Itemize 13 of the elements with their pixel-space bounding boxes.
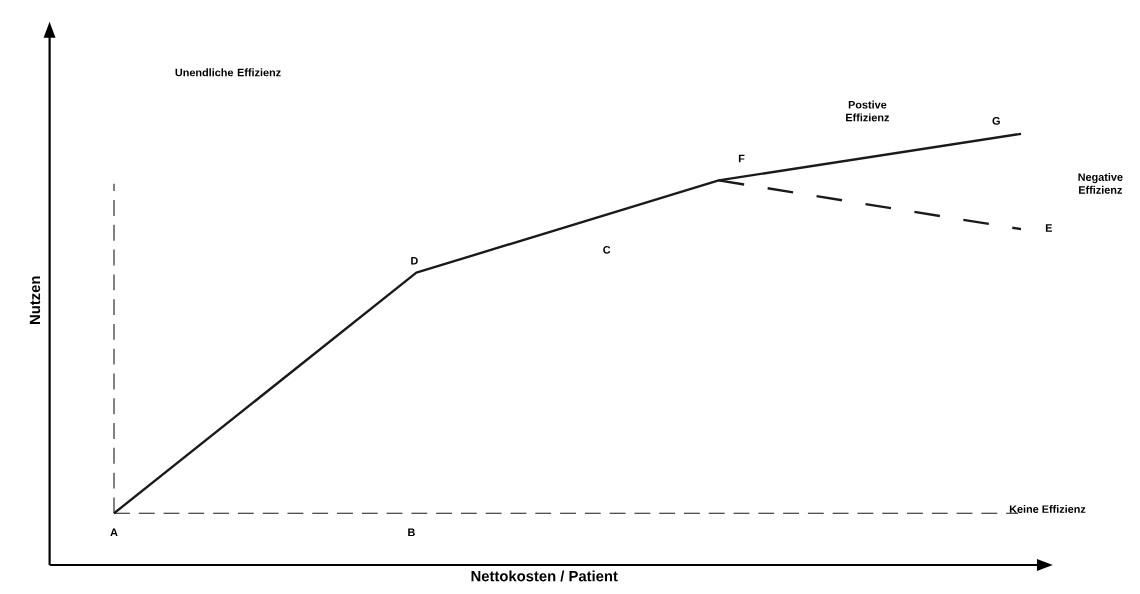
text: Negative Effizienz [1078,173,1123,194]
annotation: A [110,528,118,537]
annotation: F [738,154,745,163]
text: E [1045,224,1052,232]
x-axis-title: Nettokosten / Patient [471,570,618,582]
annotation: C [603,246,611,254]
annotation: B [408,528,415,537]
text: Unendliche Effizienz [175,68,281,77]
y-axis-title: Nutzen [29,276,41,325]
text: Postive Effizienz [846,100,890,122]
annotation: D [411,257,418,265]
text: G [992,117,1000,125]
ref-line-label: Keine Effizienz [1009,505,1086,514]
